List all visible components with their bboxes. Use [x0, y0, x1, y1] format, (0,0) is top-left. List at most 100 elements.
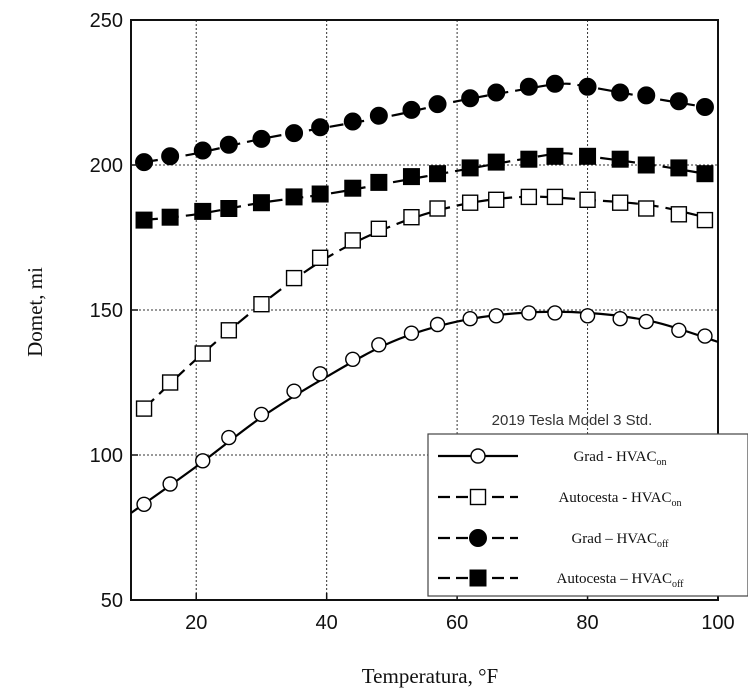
x-tick-label-100: 100: [701, 612, 734, 634]
series-1-point-9: [371, 337, 387, 353]
series-4-point-16: [579, 147, 597, 165]
series-1-point-10: [403, 325, 420, 341]
legend-marker-4: [469, 569, 487, 587]
series-2-point-19: [670, 206, 688, 223]
series-2-point-15: [546, 188, 564, 206]
y-tick-label-50: 50: [101, 590, 123, 612]
series-1-point-8: [345, 351, 361, 367]
x-tick-label-80: 80: [576, 612, 598, 634]
series-3: [135, 74, 714, 172]
series-4-point-5: [252, 194, 270, 212]
series-1-point-11: [429, 316, 446, 333]
series-1-point-1: [136, 496, 152, 512]
series-4-point-3: [194, 202, 212, 220]
series-4-point-8: [344, 179, 362, 197]
series-3-point-6: [285, 124, 304, 143]
series-3-point-11: [428, 95, 447, 114]
series-1-point-4: [221, 429, 237, 446]
series-1-point-16: [579, 308, 596, 324]
series-1-point-13: [488, 308, 504, 324]
series-4-line: [143, 152, 706, 222]
series-1-point-14: [521, 305, 537, 321]
series-2-point-14: [520, 188, 538, 206]
series-3-point-5: [252, 129, 271, 148]
series-2-point-3: [194, 345, 211, 362]
series-3-point-16: [578, 77, 597, 96]
series-1-point-2: [162, 476, 178, 492]
series-3-point-18: [637, 86, 656, 105]
series-3-point-8: [343, 112, 362, 131]
series-4-point-1: [135, 211, 153, 229]
series-4-point-7: [311, 185, 329, 203]
series-2: [135, 188, 714, 417]
series-layer: [131, 74, 718, 514]
y-tick-label-150: 150: [90, 300, 123, 322]
series-3-line: [143, 82, 706, 164]
series-2-point-18: [638, 200, 655, 217]
series-1-point-18: [638, 313, 654, 330]
series-2-point-20: [696, 211, 714, 229]
series-2-point-8: [344, 232, 361, 249]
series-4-point-18: [637, 156, 655, 174]
series-2-point-1: [135, 400, 153, 417]
series-1-point-3: [195, 453, 211, 469]
series-3-point-7: [311, 118, 330, 137]
y-tick-label-200: 200: [90, 155, 123, 177]
series-1-point-15: [547, 305, 563, 321]
series-3-point-13: [487, 83, 506, 102]
series-2-point-16: [579, 191, 596, 209]
x-tick-label-20: 20: [185, 612, 207, 634]
series-3-point-19: [669, 92, 688, 111]
series-3-point-3: [193, 141, 212, 160]
legend-marker-3: [469, 529, 487, 547]
series-2-point-4: [220, 322, 238, 339]
series-3-point-20: [695, 98, 714, 116]
x-axis-label: Temperatura, °F: [362, 664, 498, 688]
legend: 2019 Tesla Model 3 Std. Grad - HVACon Aut…: [427, 412, 748, 597]
series-2-point-5: [253, 296, 270, 313]
series-3-point-14: [519, 77, 538, 96]
series-1-point-20: [697, 328, 713, 344]
series-2-point-6: [285, 269, 303, 287]
series-1-point-5: [253, 406, 270, 423]
legend-label-1: Grad - HVACon: [573, 449, 666, 468]
series-4-point-11: [429, 165, 447, 183]
series-3-point-12: [461, 89, 480, 108]
legend-label-3: Grad – HVACoff: [571, 531, 669, 550]
y-tick-label-250: 250: [90, 10, 123, 32]
legend-marker-1: [470, 448, 486, 464]
series-4-point-12: [461, 159, 479, 177]
series-3-point-4: [219, 135, 238, 154]
series-1-point-19: [671, 322, 687, 338]
series-2-point-11: [429, 200, 446, 217]
series-4-point-15: [546, 147, 564, 165]
series-1: [131, 305, 718, 514]
series-3-point-15: [545, 74, 564, 93]
series-3-point-9: [369, 106, 388, 125]
legend-label-2: Autocesta - HVACon: [558, 490, 681, 509]
series-1-point-7: [312, 366, 328, 382]
series-4-point-10: [402, 168, 420, 186]
series-4-point-17: [611, 150, 629, 168]
series-1-point-6: [286, 383, 302, 399]
series-4-point-4: [220, 200, 238, 217]
tick-labels: 20 40 60 80 100 50 100 150 200 250: [90, 10, 735, 634]
series-2-point-2: [161, 374, 179, 391]
series-2-point-10: [403, 208, 420, 226]
legend-label-4: Autocesta – HVACoff: [556, 571, 684, 590]
legend-marker-2: [469, 488, 487, 506]
series-4-point-9: [370, 173, 388, 191]
series-2-point-17: [611, 194, 629, 211]
series-2-point-7: [311, 249, 329, 267]
series-4: [135, 147, 714, 229]
x-tick-label-60: 60: [446, 612, 468, 634]
series-3-point-2: [161, 147, 180, 166]
series-2-point-12: [461, 194, 479, 211]
series-1-point-17: [612, 311, 628, 327]
y-axis-label: Domet, mi: [23, 267, 47, 357]
x-tick-label-40: 40: [316, 612, 338, 634]
legend-title: 2019 Tesla Model 3 Std.: [492, 412, 653, 429]
series-4-point-14: [520, 150, 538, 168]
series-4-point-19: [670, 159, 688, 177]
